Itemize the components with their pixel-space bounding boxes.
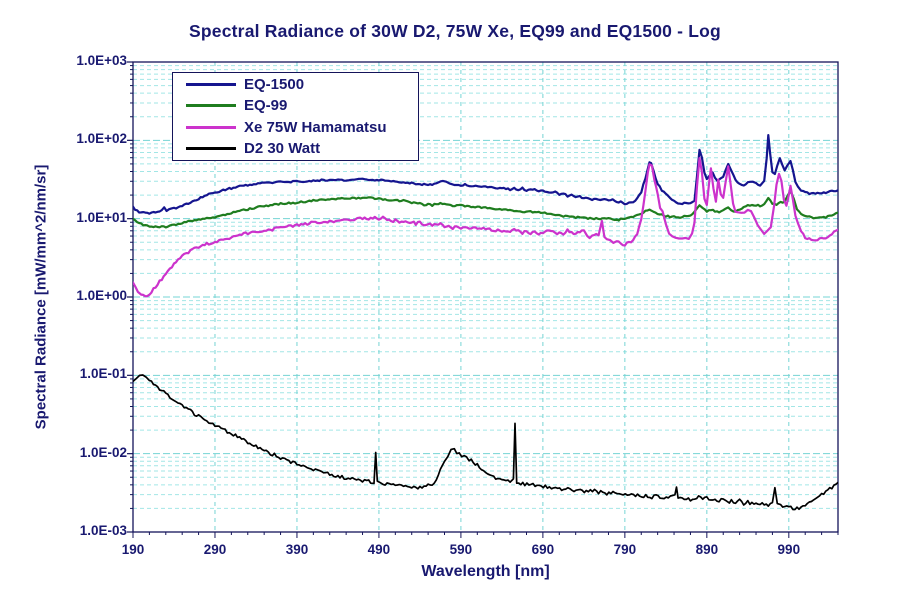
y-tick-label: 1.0E-01: [79, 366, 127, 382]
legend-item-d2-30w: D2 30 Watt: [173, 139, 418, 159]
x-axis-title: Wavelength [nm]: [421, 563, 550, 580]
legend-item-eq-99: EQ-99: [173, 96, 418, 116]
legend-line-swatch: [186, 125, 236, 129]
x-tick-label: 490: [367, 542, 391, 557]
y-tick-label: 1.0E+02: [76, 131, 127, 147]
legend-label: EQ-99: [244, 97, 288, 115]
legend-line-swatch: [186, 82, 236, 86]
y-tick-label: 1.0E-03: [79, 523, 127, 538]
plot-frame: [132, 61, 839, 533]
x-tick-label: 390: [285, 542, 309, 557]
y-tick-label: 1.0E+00: [76, 288, 127, 303]
legend: EQ-1500 EQ-99 Xe 75W Hamamatsu D2 30 Wat…: [172, 72, 419, 161]
x-tick-label: 690: [531, 542, 555, 557]
series-line-xe-75w-hamamatsu: [133, 157, 838, 298]
legend-line-swatch: [186, 147, 236, 151]
x-tick-label: 290: [203, 542, 227, 557]
y-axis-title: Spectral Radiance [mW/mm^2/nm/sr]: [32, 164, 50, 430]
x-tick-label: 890: [695, 542, 719, 557]
x-tick-label: 790: [613, 542, 637, 557]
legend-item-eq-1500: EQ-1500: [173, 74, 418, 94]
y-tick-label: 1.0E+01: [76, 209, 127, 225]
x-tick-label: 590: [449, 542, 473, 557]
y-tick-label: 1.0E+03: [76, 53, 127, 68]
legend-label: EQ-1500: [244, 75, 305, 93]
legend-label: D2 30 Watt: [244, 140, 321, 158]
legend-label: Xe 75W Hamamatsu: [244, 118, 387, 136]
series-line-d2-30-watt: [133, 374, 838, 511]
y-tick-label: 1.0E-02: [79, 444, 127, 460]
x-tick-label: 990: [777, 542, 801, 557]
chart-title: Spectral Radiance of 30W D2, 75W Xe, EQ9…: [189, 21, 721, 41]
x-tick-label: 190: [121, 542, 145, 557]
legend-item-xe-75w: Xe 75W Hamamatsu: [173, 117, 418, 137]
series-line-eq-99: [133, 189, 838, 229]
legend-line-swatch: [186, 104, 236, 108]
